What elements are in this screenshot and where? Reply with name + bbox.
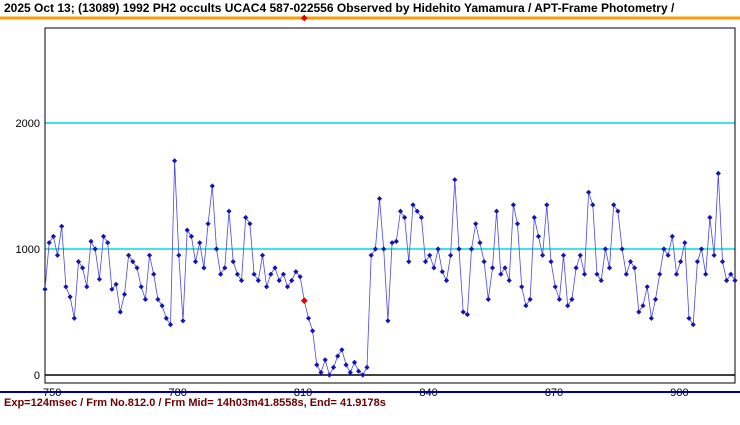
lightcurve-line — [44, 160, 736, 377]
lightcurve-points — [42, 158, 738, 378]
y-tick-label: 0 — [34, 370, 40, 382]
status-bar-text: Exp=124msec / Frm No.812.0 / Frm Mid= 14… — [4, 397, 386, 409]
y-tick-label: 1000 — [16, 244, 40, 256]
plot-border — [44, 27, 736, 384]
current-frame-top-marker[interactable] — [300, 14, 308, 22]
observation-title: 2025 Oct 13; (13089) 1992 PH2 occults UC… — [4, 1, 675, 15]
current-frame-marker[interactable] — [300, 297, 308, 305]
y-tick-label: 2000 — [16, 118, 40, 130]
